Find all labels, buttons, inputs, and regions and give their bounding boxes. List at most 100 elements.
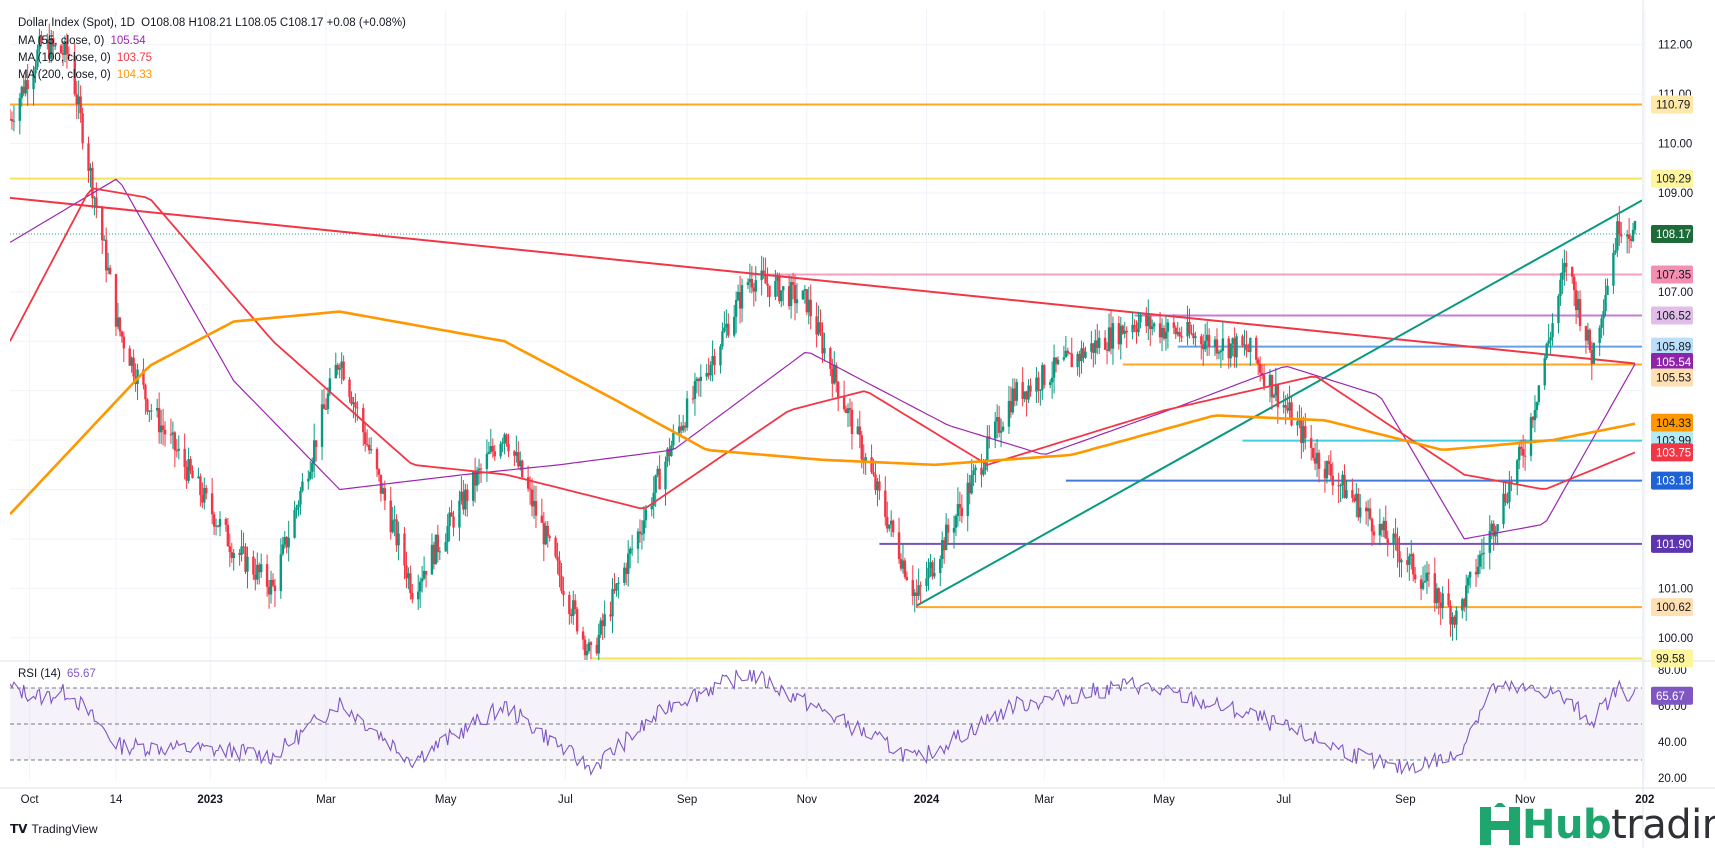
candle-body [929, 562, 932, 569]
candle-body [1602, 311, 1605, 319]
candle-body [393, 519, 396, 521]
candle-body [228, 546, 232, 553]
candle-body [1331, 475, 1334, 486]
candle-body [1048, 382, 1052, 385]
candle-body [1256, 359, 1260, 364]
candle-body [81, 113, 84, 144]
candle-body [285, 536, 288, 548]
candle-body [238, 552, 241, 555]
candle-body [1194, 336, 1197, 339]
candle-body [542, 522, 546, 545]
candle-body [34, 66, 37, 74]
price-badge [1651, 224, 1693, 243]
candle-body [913, 592, 916, 596]
candle-body [189, 459, 192, 471]
candle-body [613, 589, 616, 591]
price-badge [1651, 368, 1693, 387]
candle-body [477, 468, 481, 471]
candle-body [1466, 577, 1470, 586]
candle-body [1119, 325, 1123, 345]
candle-body [848, 408, 852, 410]
candle-body [342, 361, 345, 380]
candle-body [886, 517, 889, 529]
ma55-value: 105.54 [110, 35, 146, 47]
candle-body [197, 476, 200, 479]
price-badge [1651, 443, 1693, 462]
candle-body [532, 500, 536, 507]
candle-body [104, 239, 108, 271]
price-badge-label: 110.79 [1656, 100, 1690, 112]
time-tick-label: Nov [1515, 794, 1536, 806]
candle-body [774, 280, 777, 297]
candle-body [130, 357, 133, 366]
candle-body [656, 468, 659, 476]
candle-body [132, 357, 135, 377]
candle-body [1174, 327, 1177, 335]
candle-body [1494, 531, 1497, 537]
candle-body [526, 477, 530, 489]
candle-body [664, 461, 667, 490]
candle-body [301, 481, 304, 491]
ma55-legend: MA (55, close, 0) 105.54 [18, 35, 146, 47]
candle-body [780, 290, 783, 302]
candle-body [1351, 490, 1354, 499]
candle-body [485, 453, 489, 469]
candle-body [144, 384, 147, 400]
candle-body [1192, 333, 1195, 339]
candle-body [146, 399, 149, 412]
candle-body [568, 594, 571, 614]
candle-body [1160, 327, 1164, 338]
candle-body [422, 570, 426, 579]
candle-body [884, 490, 887, 518]
candle-body [1368, 508, 1372, 519]
candle-body [287, 537, 290, 548]
candle-body [630, 548, 634, 550]
candle-body [473, 472, 477, 486]
candle-body [1233, 338, 1236, 358]
candle-body [933, 572, 936, 577]
candle-body [501, 442, 504, 444]
candle-body [554, 537, 557, 557]
candle-body [1325, 461, 1329, 479]
candle-body [1229, 343, 1232, 359]
price-badge-label: 103.18 [1656, 476, 1691, 488]
candle-body [142, 369, 145, 385]
tradingview-attribution[interactable]: 𝗧𝗩 TradingView [10, 822, 98, 836]
candle-body [1451, 616, 1454, 625]
trendlines [10, 196, 1642, 607]
candle-body [1396, 537, 1399, 552]
candle-body [1315, 452, 1319, 464]
candle-body [603, 614, 606, 627]
rsi-legend: RSI (14) 65.67 [18, 668, 96, 680]
candle-body [150, 410, 153, 412]
candle-body [1488, 531, 1491, 553]
candle-body [1025, 391, 1028, 400]
candle-body [974, 467, 977, 471]
candle-body [1202, 344, 1205, 350]
candle-body [544, 525, 547, 545]
candle-body [982, 470, 985, 475]
candle-body [1519, 446, 1523, 450]
candle-body [1286, 407, 1289, 411]
candle-body [1508, 481, 1511, 502]
candle-body [960, 507, 964, 517]
candle-body [519, 460, 522, 467]
candle-body [617, 582, 620, 584]
candle-body [246, 556, 249, 572]
candle-body [966, 482, 969, 517]
candle-body [434, 534, 438, 565]
candle-body [1394, 533, 1397, 538]
candle-body [1023, 391, 1026, 399]
candle-body [1029, 385, 1032, 392]
candle-body [258, 564, 261, 573]
candle-body [1590, 350, 1594, 364]
candle-body [681, 425, 685, 431]
candle-body [420, 578, 424, 582]
price-badge [1651, 534, 1693, 553]
candle-body [487, 452, 491, 454]
candle-body [299, 490, 302, 505]
candle-body [1147, 316, 1150, 327]
candle-body [479, 468, 483, 470]
candle-body [293, 510, 296, 538]
